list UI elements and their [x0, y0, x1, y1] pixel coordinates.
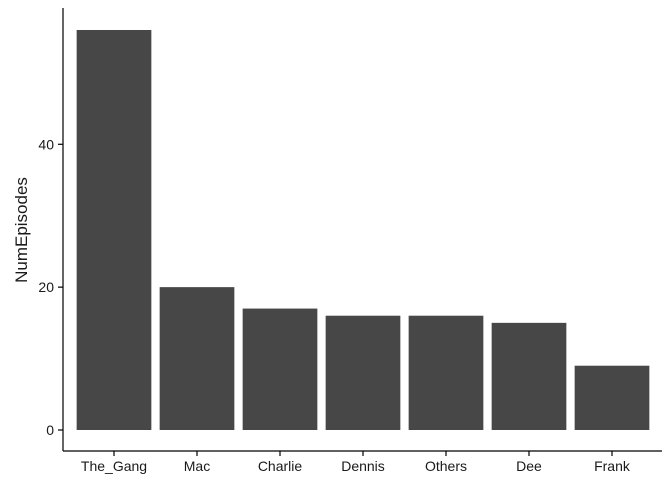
x-tick-label: Dennis: [341, 458, 385, 474]
x-tick-label: Frank: [594, 458, 631, 474]
bar-mac: [159, 287, 235, 430]
y-tick-label: 40: [38, 136, 54, 152]
y-axis-title: NumEpisodes: [12, 177, 31, 283]
x-tick-label: Charlie: [258, 458, 303, 474]
y-tick-label: 0: [46, 422, 54, 438]
bar-charlie: [242, 308, 318, 430]
bar-dennis: [325, 315, 401, 430]
bar-the-gang: [76, 30, 152, 430]
x-tick-label: Mac: [184, 458, 210, 474]
bars-layer: [76, 30, 650, 430]
bar-dee: [491, 322, 567, 430]
x-tick-label: Dee: [516, 458, 542, 474]
x-tick-label: Others: [425, 458, 467, 474]
bar-others: [408, 315, 484, 430]
axes-layer: 0 20 40 The_Gang Mac Charlie Dennis Others Dee Fr…: [38, 8, 662, 474]
x-tick-label: The_Gang: [81, 458, 147, 474]
y-tick-label: 20: [38, 279, 54, 295]
bar-frank: [574, 365, 650, 430]
